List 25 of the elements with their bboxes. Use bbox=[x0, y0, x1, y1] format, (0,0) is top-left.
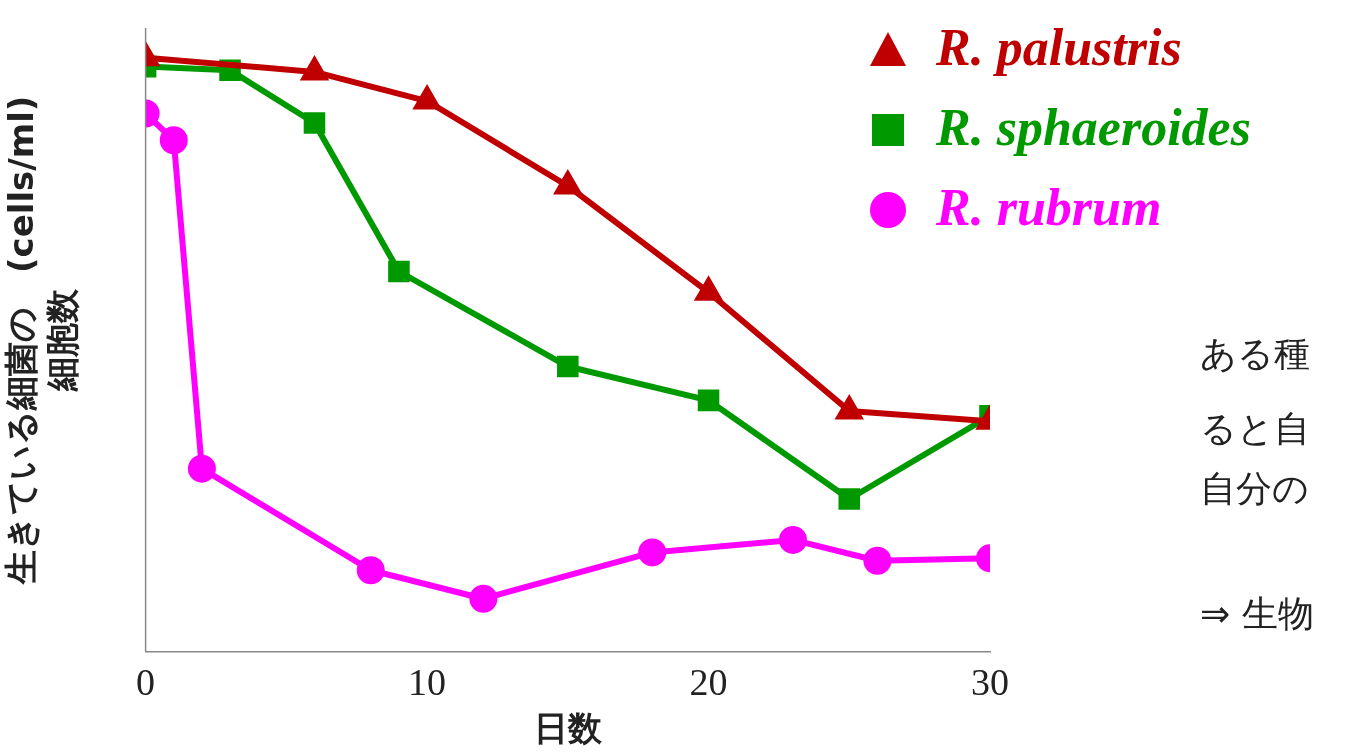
x-tick-label: 0 bbox=[136, 661, 156, 704]
point bbox=[778, 525, 807, 554]
text: 自分の bbox=[1200, 467, 1309, 511]
point bbox=[388, 260, 410, 283]
x-axis-title: 日数 bbox=[533, 708, 603, 749]
text: ある種 bbox=[1200, 332, 1310, 376]
text: ⇒ 生物 bbox=[1200, 592, 1314, 636]
legend-label: R. palustris bbox=[935, 19, 1182, 77]
point bbox=[838, 488, 861, 510]
point bbox=[863, 546, 892, 575]
x-tick-label: 10 bbox=[408, 661, 447, 704]
legend-label: R. sphaeroides bbox=[935, 99, 1251, 157]
point bbox=[557, 355, 579, 378]
point bbox=[469, 584, 498, 613]
point bbox=[356, 556, 385, 585]
point bbox=[187, 454, 216, 483]
y-axis-title: 生きている細菌の (cells/ml) 細胞数 bbox=[1, 95, 83, 585]
x-tick-label: 20 bbox=[689, 661, 728, 704]
point bbox=[638, 538, 667, 567]
legend-label: R. rubrum bbox=[935, 179, 1162, 237]
text: ると自 bbox=[1200, 407, 1310, 451]
point bbox=[697, 389, 720, 412]
x-tick-label: 30 bbox=[971, 661, 1009, 704]
point bbox=[159, 126, 188, 155]
point bbox=[303, 112, 326, 134]
